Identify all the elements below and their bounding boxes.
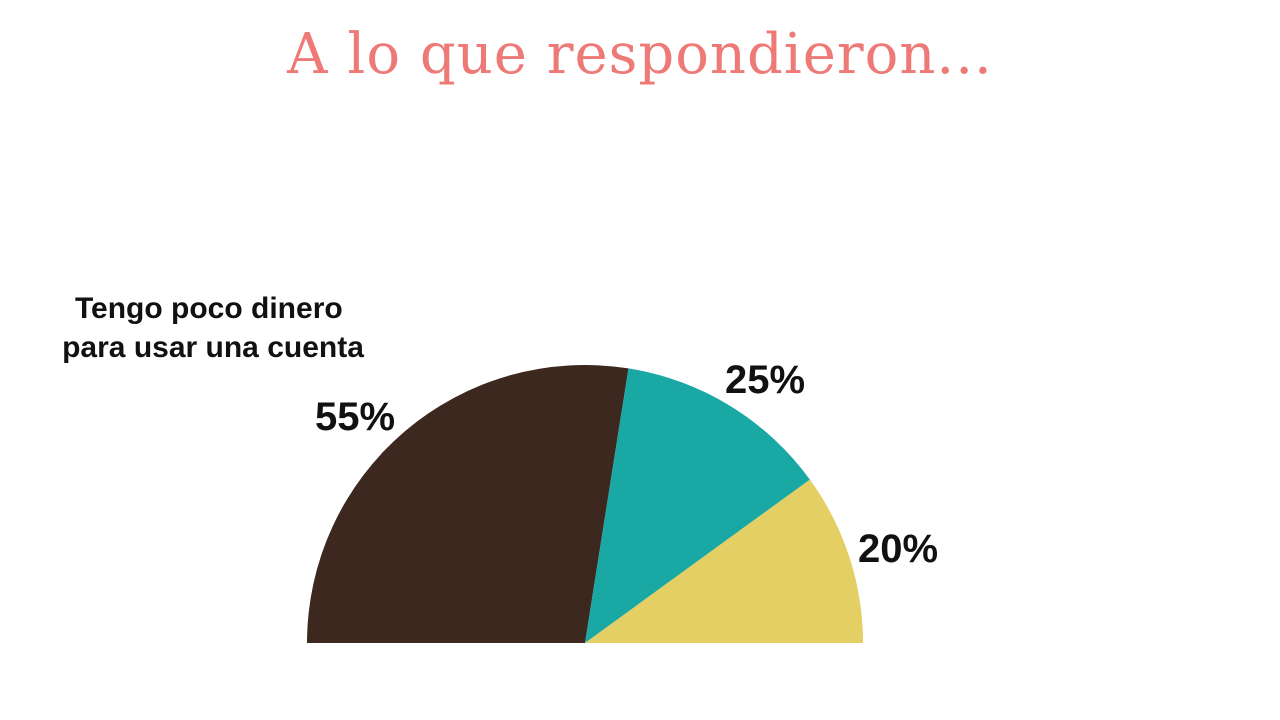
slice-label-2: 25% bbox=[725, 358, 805, 402]
slice-label-3: 20% bbox=[858, 527, 938, 571]
category-annotation: Tengo poco dinero para usar una cuenta bbox=[62, 292, 364, 364]
pie-slice-1 bbox=[307, 364, 629, 643]
pie-slices bbox=[307, 364, 863, 643]
pie-slice-2 bbox=[585, 368, 810, 643]
annotation-line-2: para usar una cuenta bbox=[62, 331, 364, 364]
slice-label-1: 55% bbox=[315, 395, 395, 439]
annotation-line-1: Tengo poco dinero bbox=[75, 292, 343, 325]
slide-title: A lo que respondieron... bbox=[287, 22, 993, 87]
pie-slice-3 bbox=[585, 479, 863, 643]
pie-labels: 55% 25% 20% bbox=[315, 358, 938, 571]
